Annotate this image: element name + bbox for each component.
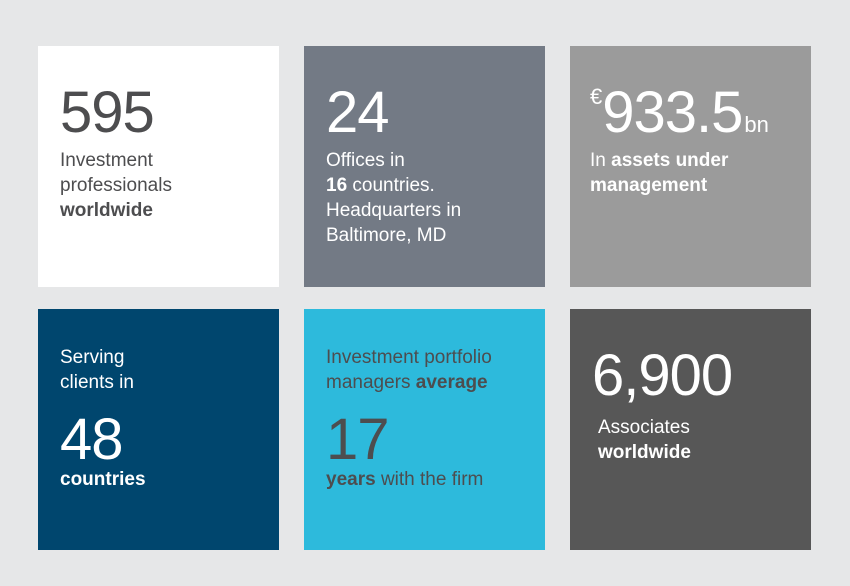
stat-line-bold: assets under (611, 150, 729, 171)
stat-line-bold: average (415, 372, 488, 393)
stat-number: 48 (60, 407, 124, 472)
stat-line: Investment (60, 150, 153, 171)
stat-line-bold: worldwide (60, 200, 153, 221)
stat-tile-countries-served: Serving clients in 48 countries (38, 309, 279, 550)
stat-tile-associates: 6,900 Associates worldwide (570, 309, 811, 550)
stat-description: Offices in 16 countries. Headquarters in… (326, 148, 461, 248)
stat-tile-portfolio-managers: Investment portfolio managers average 17… (304, 309, 545, 550)
stat-description: Investment portfolio managers average (326, 345, 492, 395)
stat-line: Investment portfolio (326, 347, 492, 368)
stat-number: 933.5 (602, 80, 743, 145)
stat-number-group: €933.5bn (590, 84, 769, 142)
stat-description: Serving clients in (60, 345, 134, 395)
stat-line-bold: worldwide (598, 442, 691, 463)
stat-footer: countries (60, 467, 146, 492)
stat-line: Headquarters in (326, 200, 462, 221)
currency-symbol: € (590, 84, 602, 109)
stat-footer: years with the firm (326, 467, 483, 492)
stat-unit: bn (744, 112, 769, 137)
stat-tile-offices: 24 Offices in 16 countries. Headquarters… (304, 46, 545, 287)
stat-line: managers (326, 372, 416, 393)
stat-line-bold: management (590, 175, 708, 196)
stat-line: with the firm (375, 469, 484, 490)
stat-number: 6,900 (592, 343, 733, 408)
stat-line: In (590, 150, 612, 171)
stat-line-bold: countries (60, 469, 146, 490)
stat-number: 595 (60, 80, 155, 145)
stat-line: countries. (347, 175, 435, 196)
stat-line: Associates (598, 417, 690, 438)
stat-description: Associates worldwide (598, 415, 691, 465)
stat-line-bold: 16 (326, 175, 348, 196)
stat-line: Offices in (326, 150, 405, 171)
stat-line: Serving (60, 347, 125, 368)
stat-line: professionals (60, 175, 172, 196)
stat-description: In assets under management (590, 148, 728, 198)
stat-tile-investment-professionals: 595 Investment professionals worldwide (38, 46, 279, 287)
stat-line: clients in (60, 372, 134, 393)
stat-line: Baltimore, MD (326, 225, 447, 246)
stat-number: 17 (326, 407, 390, 472)
stat-tile-assets: €933.5bn In assets under management (570, 46, 811, 287)
stat-description: Investment professionals worldwide (60, 148, 172, 223)
stat-line-bold: years (326, 469, 376, 490)
stat-number: 24 (326, 80, 390, 145)
